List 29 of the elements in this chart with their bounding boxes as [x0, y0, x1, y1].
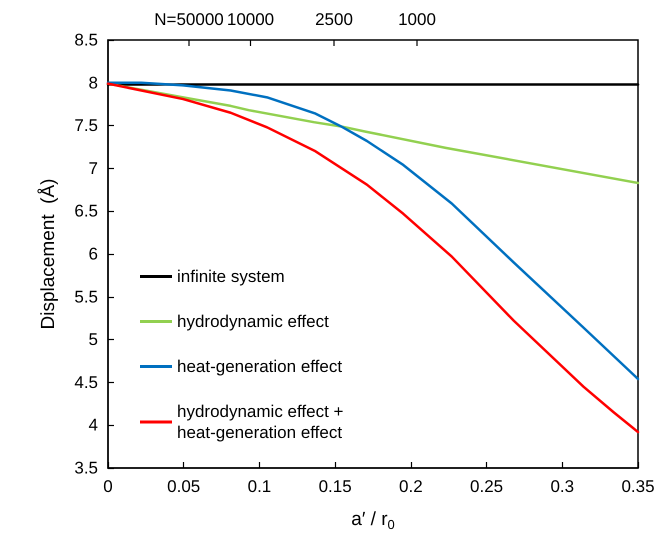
x-tick-label: 0.05 — [167, 477, 200, 496]
legend-label: hydrodynamic effect + heat-generation effect — [177, 402, 344, 442]
legend-label: heat-generation effect — [177, 357, 342, 376]
text: N=50000 — [154, 10, 224, 29]
y-axis-title: Displacement (Å) — [37, 178, 59, 330]
y-tick-label: 3.5 — [74, 458, 98, 478]
text: 1000 — [398, 10, 436, 29]
y-tick-label: 6.5 — [74, 202, 98, 221]
x-tick-label: 0.15 — [318, 477, 352, 496]
x-tick-label: 0.1 — [248, 477, 272, 496]
y-tick-label: 8 — [88, 73, 98, 92]
legend-label: infinite system — [177, 267, 285, 286]
y-tick-label: 6 — [88, 244, 98, 264]
text: 2500 — [315, 10, 353, 29]
y-tick-label: 8.5 — [74, 30, 98, 50]
y-tick-label: 7 — [88, 158, 98, 178]
x-tick-label: 0.2 — [399, 477, 423, 496]
y-tick-label: 4 — [88, 416, 98, 435]
y-tick-label: 4.5 — [74, 372, 98, 392]
y-tick-label: 7.5 — [74, 116, 98, 136]
y-tick-label: 5 — [88, 330, 98, 350]
y-tick-label: 5.5 — [74, 287, 98, 306]
legend-label: hydrodynamic effect — [177, 312, 330, 331]
x-tick-label: 0.3 — [550, 477, 574, 496]
x-tick-label: 0.35 — [621, 477, 655, 496]
x-tick-label: 0.25 — [470, 477, 504, 496]
line-series — [106, 82, 640, 380]
x-tick-label: 0 — [103, 477, 113, 496]
text: 10000 — [226, 10, 274, 29]
